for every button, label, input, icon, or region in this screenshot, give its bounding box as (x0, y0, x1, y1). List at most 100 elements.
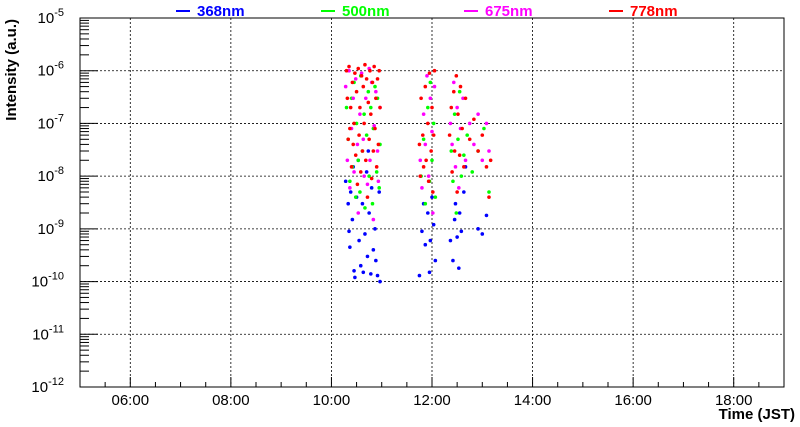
data-point-368nm (457, 266, 461, 270)
data-point-368nm (365, 254, 370, 259)
data-point-675nm (348, 186, 352, 190)
data-point-500nm (377, 186, 382, 190)
data-point-778nm (418, 174, 423, 178)
y-tick-base: 10 (38, 168, 55, 185)
y-tick-exponent: -11 (49, 323, 64, 335)
data-point-778nm (463, 96, 468, 101)
data-point-675nm (455, 105, 459, 110)
data-point-368nm (366, 149, 371, 153)
y-tick-base: 10 (38, 115, 55, 132)
y-tick-label: 10-11 (32, 323, 64, 343)
data-point-500nm (344, 105, 349, 110)
data-point-675nm (356, 211, 361, 215)
data-point-500nm (348, 179, 352, 184)
data-point-778nm (421, 165, 426, 169)
y-tick-label: 10-9 (38, 218, 64, 238)
y-tick-exponent: -5 (54, 7, 64, 19)
y-axis-title: Intensity (a.u.) (3, 19, 20, 121)
data-point-675nm (343, 84, 348, 89)
data-point-675nm (359, 71, 364, 75)
data-point-778nm (367, 137, 371, 142)
legend-label-368nm: 368nm (197, 3, 245, 20)
data-point-675nm (451, 80, 456, 85)
y-tick-label: 10-8 (38, 165, 64, 185)
data-point-778nm (350, 80, 355, 85)
data-point-778nm (358, 170, 363, 174)
data-point-675nm (430, 129, 434, 134)
data-point-778nm (363, 62, 367, 67)
data-point-368nm (378, 279, 382, 284)
y-tick-exponent: -8 (54, 165, 64, 177)
x-tick-label: 12:00 (413, 392, 451, 409)
data-point-778nm (356, 66, 361, 71)
data-point-500nm (370, 201, 375, 206)
y-tick-exponent: -9 (54, 218, 64, 230)
data-point-675nm (457, 186, 461, 190)
data-point-368nm (371, 248, 376, 252)
data-point-368nm (476, 227, 480, 231)
data-point-500nm (482, 126, 486, 131)
data-point-778nm (472, 117, 476, 122)
y-tick-base: 10 (31, 379, 48, 396)
data-point-368nm (426, 211, 430, 215)
data-point-500nm (423, 201, 428, 206)
data-point-778nm (424, 158, 428, 163)
data-point-368nm (462, 190, 466, 194)
data-point-368nm (448, 238, 453, 243)
data-point-778nm (344, 68, 349, 73)
y-tick-exponent: -12 (48, 376, 64, 388)
data-point-778nm (345, 96, 350, 101)
data-point-675nm (362, 174, 366, 178)
data-point-500nm (421, 137, 426, 142)
data-point-778nm (366, 100, 371, 105)
data-point-675nm (476, 112, 480, 116)
data-point-368nm (433, 258, 438, 263)
data-point-368nm (360, 201, 365, 206)
data-point-778nm (417, 142, 422, 147)
data-point-778nm (364, 77, 369, 81)
legend-label-500nm: 500nm (342, 3, 390, 20)
data-point-778nm (353, 71, 357, 75)
data-point-778nm (348, 105, 353, 110)
data-point-368nm (358, 263, 363, 268)
data-point-778nm (346, 137, 350, 142)
data-point-500nm (363, 206, 367, 210)
data-point-675nm (361, 137, 366, 142)
data-point-368nm (373, 227, 377, 231)
data-point-368nm (343, 179, 348, 184)
data-point-778nm (429, 149, 433, 153)
data-point-675nm (355, 142, 360, 147)
legend-item-368nm: 368nm (176, 3, 245, 20)
data-point-368nm (367, 211, 371, 215)
data-point-778nm (432, 68, 437, 73)
y-tick-exponent: -7 (54, 112, 64, 124)
data-point-778nm (372, 64, 376, 69)
data-point-778nm (458, 84, 463, 89)
data-point-368nm (459, 229, 464, 234)
data-point-368nm (377, 190, 382, 194)
x-tick-label: 08:00 (212, 392, 250, 409)
data-point-778nm (455, 190, 459, 194)
data-point-778nm (353, 153, 358, 157)
x-axis-title: Time (JST) (719, 406, 795, 423)
data-point-675nm (421, 112, 426, 116)
y-tick-base: 10 (38, 63, 55, 80)
data-point-778nm (484, 165, 489, 169)
data-point-778nm (374, 96, 378, 101)
data-points (343, 62, 493, 284)
y-tick-label: 10-6 (38, 60, 64, 80)
data-point-368nm (452, 217, 457, 222)
data-point-500nm (459, 174, 464, 178)
data-point-500nm (426, 105, 430, 110)
y-tick-exponent: -10 (48, 271, 64, 283)
data-point-778nm (423, 84, 428, 89)
data-point-368nm (453, 201, 458, 206)
data-point-500nm (362, 112, 366, 116)
data-point-675nm (352, 170, 356, 174)
x-tick-label: 16:00 (614, 392, 652, 409)
axes: 06:00 08:00 10:00 12:00 14:00 16:00 18:0010-12… (31, 7, 785, 409)
data-point-778nm (355, 182, 360, 187)
data-point-500nm (431, 121, 436, 126)
data-point-675nm (487, 149, 491, 153)
x-tick-label: 18:00 (715, 392, 753, 409)
